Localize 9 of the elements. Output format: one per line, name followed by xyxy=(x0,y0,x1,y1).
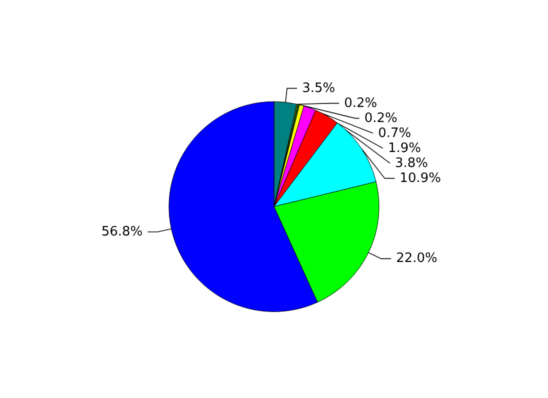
data-label: 0.2% xyxy=(364,110,398,126)
data-label: 1.9% xyxy=(388,140,421,156)
data-label: 3.5% xyxy=(302,80,336,96)
data-label: 3.8% xyxy=(394,156,428,171)
data-label: 0.2% xyxy=(344,96,378,111)
data-label: 0.7% xyxy=(378,126,412,141)
data-label: 22.0% xyxy=(396,251,438,266)
data-label: 10.9% xyxy=(400,170,441,186)
data-label: 56.8% xyxy=(101,224,143,240)
